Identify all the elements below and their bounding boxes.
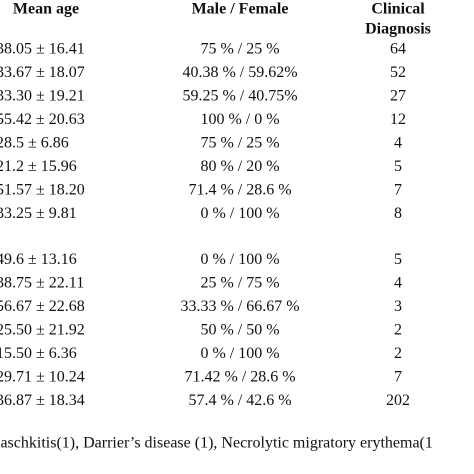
cell: 202 bbox=[386, 392, 410, 409]
cell: 2 bbox=[394, 345, 402, 362]
cell: 50 % / 50 % bbox=[200, 321, 279, 338]
cell: 55.42 ± 20.63 bbox=[0, 111, 85, 128]
cell: 36.87 ± 18.34 bbox=[0, 392, 85, 409]
cell: 38.75 ± 22.11 bbox=[0, 274, 84, 291]
cell: 2 bbox=[394, 321, 402, 338]
cell: 5 bbox=[394, 251, 402, 268]
cell: 4 bbox=[394, 135, 402, 152]
cell: 5 bbox=[394, 158, 402, 175]
cell: 25.50 ± 21.92 bbox=[0, 321, 85, 338]
cell: 0 % / 100 % bbox=[200, 205, 279, 222]
cell: 7 bbox=[394, 182, 402, 199]
cell: 28.5 ± 6.86 bbox=[0, 135, 69, 152]
cell: 12 bbox=[390, 111, 406, 128]
header-cell: Diagnosis bbox=[365, 21, 431, 38]
cell: 25 % / 75 % bbox=[200, 274, 279, 291]
cell: 80 % / 20 % bbox=[200, 158, 279, 175]
cell: 8 bbox=[394, 205, 402, 222]
cell: 0 % / 100 % bbox=[200, 251, 279, 268]
cell: 15.50 ± 6.36 bbox=[0, 345, 77, 362]
cell: 33.30 ± 19.21 bbox=[0, 88, 85, 105]
cell: 71.4 % / 28.6 % bbox=[188, 182, 291, 199]
cell: 57.4 % / 42.6 % bbox=[188, 392, 291, 409]
cell: 100 % / 0 % bbox=[200, 111, 279, 128]
cell: 29.71 ± 10.24 bbox=[0, 368, 85, 385]
cell: 71.42 % / 28.6 % bbox=[184, 368, 295, 385]
header-cell: Male / Female bbox=[192, 1, 289, 18]
cell: 75 % / 25 % bbox=[200, 135, 279, 152]
cell: 49.6 ± 13.16 bbox=[0, 251, 77, 268]
header-cell: Clinical bbox=[371, 1, 425, 18]
cell: 40.38 % / 59.62% bbox=[182, 64, 297, 81]
header-cell: Mean age bbox=[13, 1, 79, 18]
cell: 33.33 % / 66.67 % bbox=[180, 298, 299, 315]
cell: 33.67 ± 18.07 bbox=[0, 64, 85, 81]
cell: 4 bbox=[394, 274, 402, 291]
cell: 21.2 ± 15.96 bbox=[0, 158, 77, 175]
cell: 7 bbox=[394, 368, 402, 385]
cell: 75 % / 25 % bbox=[200, 41, 279, 58]
cell: 27 bbox=[390, 88, 406, 105]
cell: 38.05 ± 16.41 bbox=[0, 41, 85, 58]
cell: 51.57 ± 18.20 bbox=[0, 182, 85, 199]
footnote: laschkitis(1), Darrier’s disease (1), Ne… bbox=[0, 435, 433, 452]
cell: 0 % / 100 % bbox=[200, 345, 279, 362]
cell: 33.25 ± 9.81 bbox=[0, 205, 77, 222]
cell: 59.25 % / 40.75% bbox=[182, 88, 297, 105]
cell: 64 bbox=[390, 41, 406, 58]
cell: 52 bbox=[390, 64, 406, 81]
cell: 56.67 ± 22.68 bbox=[0, 298, 85, 315]
cell: 3 bbox=[394, 298, 402, 315]
